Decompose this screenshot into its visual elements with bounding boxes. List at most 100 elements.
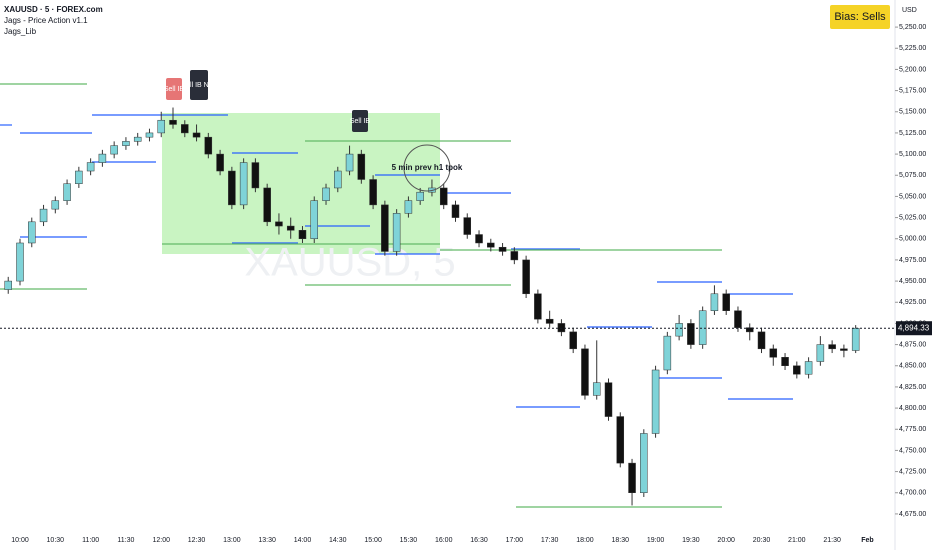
candle-body [275, 221, 283, 227]
candle-body [239, 162, 248, 206]
candle-body [651, 369, 660, 434]
candle-body [110, 145, 118, 155]
candle-body [204, 136, 213, 155]
candle-body [757, 331, 766, 350]
x-tick-label: 15:00 [364, 537, 382, 544]
x-tick-label: 14:30 [329, 537, 347, 544]
candle-body [640, 433, 648, 493]
candle-body [604, 382, 613, 417]
x-tick-label: 21:00 [788, 537, 806, 544]
x-tick-label: 19:00 [647, 537, 665, 544]
y-tick-label: 4,750.00 [899, 447, 926, 454]
candle-body [451, 204, 460, 218]
x-tick-label: 16:00 [435, 537, 453, 544]
last-price-box [896, 321, 932, 336]
x-tick-label: 16:30 [470, 537, 488, 544]
y-tick-label: 4,725.00 [899, 468, 926, 475]
candle-body [322, 187, 330, 201]
x-tick-label: 12:00 [152, 537, 170, 544]
bias: Bias: Sells [834, 11, 886, 23]
candle-body [781, 357, 789, 367]
y-tick-label: 5,050.00 [899, 193, 926, 200]
candle-body [675, 323, 683, 337]
y-tick-label: 4,700.00 [899, 490, 926, 497]
candle-body [698, 310, 707, 345]
candle-body [722, 293, 730, 311]
x-tick-label: 19:30 [682, 537, 700, 544]
x-tick-label: 13:30 [258, 537, 276, 544]
y-tick-label: 5,175.00 [899, 87, 926, 94]
candle-body [310, 200, 318, 240]
candle-body [4, 280, 12, 290]
candle-body [581, 348, 589, 396]
candle-body [416, 191, 424, 201]
y-tick-label: 5,225.00 [899, 45, 926, 52]
candle-body [228, 170, 236, 206]
x-tick-label: 10:30 [47, 537, 65, 544]
y-tick-label: 5,100.00 [899, 151, 926, 158]
candle-body [545, 318, 554, 324]
y-tick-label: 4,850.00 [899, 363, 926, 370]
candle-body [439, 187, 448, 206]
candle-body [357, 153, 366, 180]
candle-body [828, 344, 836, 350]
x-tick-label: 11:30 [117, 537, 134, 544]
y-tick-label: 4,800.00 [899, 405, 926, 412]
candle-body [157, 119, 165, 134]
symbol: XAUUSD · 5 · FOREX.com [4, 5, 103, 14]
candle-body [169, 119, 177, 125]
y-tick-label: 4,975.00 [899, 257, 926, 264]
candle-body [133, 136, 142, 142]
candle-body [534, 293, 542, 320]
candle-body [475, 234, 483, 244]
candle-body [63, 183, 71, 201]
x-tick-label: 13:00 [223, 537, 241, 544]
candle-body [793, 365, 801, 375]
candle-body [16, 242, 24, 282]
candle-body [334, 170, 342, 189]
candle-body [592, 382, 601, 396]
x-tick-label: 15:30 [400, 537, 418, 544]
x-tick-label: 21:30 [823, 537, 841, 544]
x-tick-label: 11:00 [82, 537, 99, 544]
candle-body [710, 293, 719, 311]
sell-tag [352, 110, 368, 132]
x-tick-label: 10:00 [11, 537, 29, 544]
y-tick-label: 4,925.00 [899, 299, 926, 306]
candle-body [298, 230, 307, 240]
candle-body [122, 141, 130, 146]
candle-body [510, 251, 519, 261]
candle-body [145, 132, 154, 138]
candle-body [404, 200, 413, 214]
candle-body [557, 323, 566, 333]
y-tick-label: 4,875.00 [899, 341, 926, 348]
x-tick-label: 20:00 [717, 537, 735, 544]
candle-body [98, 153, 107, 163]
candle-body [263, 187, 271, 223]
candle-body [381, 204, 389, 252]
candle-body [75, 170, 83, 184]
indicator: Jags - Price Action v1.1 [4, 16, 88, 25]
candle-body [616, 416, 625, 464]
candle-body [804, 361, 813, 375]
circle-note: 5 min prev h1 tpok [392, 163, 463, 172]
candle-body [369, 179, 377, 206]
sell-tag-text: Sell IB Neg [181, 82, 216, 89]
candle-body [181, 124, 189, 134]
y-tick-label: 5,250.00 [899, 24, 926, 31]
x-tick-label: Feb [861, 537, 873, 544]
highlight-circle [403, 144, 451, 192]
y-tick-label: 5,125.00 [899, 130, 926, 137]
sell-tag [190, 70, 208, 100]
candle-body [745, 327, 754, 333]
sell-tag-text: Sell IB [164, 86, 185, 93]
y-tick-label: 4,950.00 [899, 278, 926, 285]
candle-body [251, 162, 260, 189]
sell-tag-text: Sell IB [350, 118, 371, 125]
y-tick-label: 5,075.00 [899, 172, 926, 179]
y-tick-label: 4,775.00 [899, 426, 926, 433]
y-tick-label: 5,025.00 [899, 214, 926, 221]
candle-body [840, 348, 848, 351]
x-tick-label: 17:30 [541, 537, 559, 544]
candle-body [192, 132, 201, 138]
